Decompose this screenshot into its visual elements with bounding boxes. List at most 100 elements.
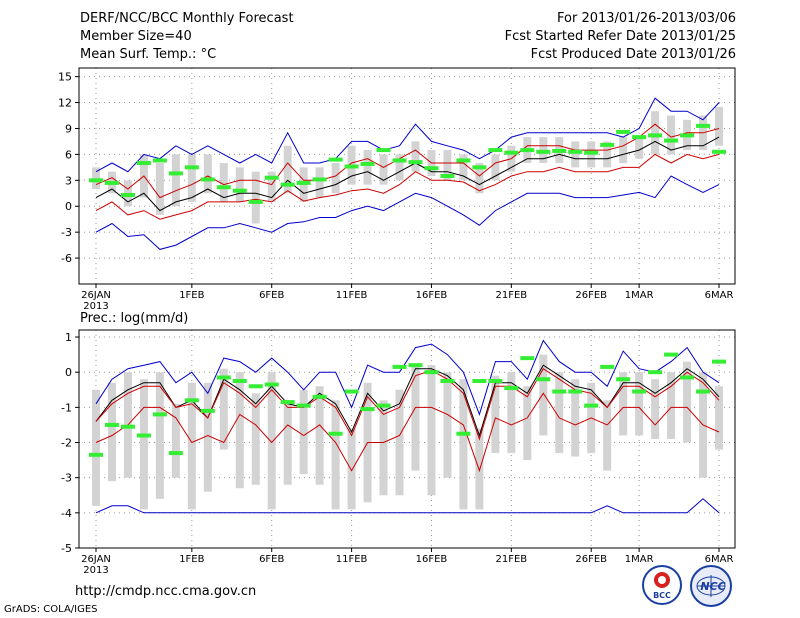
ensemble-box <box>555 372 564 454</box>
ensemble-box <box>459 379 468 510</box>
y-tick-label: 1 <box>65 331 72 344</box>
observed-mark <box>216 185 231 190</box>
observed-mark <box>440 174 455 178</box>
observed-mark <box>648 133 663 138</box>
observed-mark <box>168 451 183 456</box>
ensemble-box <box>331 163 340 194</box>
observed-mark <box>696 123 711 128</box>
ensemble-box <box>379 154 388 185</box>
x-tick-label: 26JAN <box>81 554 111 565</box>
x-tick-label: 1FEB <box>179 554 204 565</box>
observed-mark <box>536 149 551 154</box>
ensemble-box <box>219 163 228 202</box>
ensemble-box <box>395 389 404 496</box>
ensemble-box <box>235 372 244 489</box>
ensemble-box <box>267 171 276 202</box>
observed-mark <box>264 175 279 180</box>
observed-mark <box>89 452 103 457</box>
x-tick-label: 11FEB <box>336 290 368 301</box>
x-tick-label: 16FEB <box>416 290 448 301</box>
observed-mark <box>136 433 151 438</box>
ensemble-box <box>603 141 612 168</box>
ensemble-box <box>219 368 228 450</box>
x-tick-label: 26JAN <box>81 290 111 301</box>
y-tick-label: -5 <box>61 542 72 555</box>
header-variable: Mean Surf. Temp.: °C <box>80 47 217 62</box>
observed-mark <box>664 352 679 357</box>
ensemble-box <box>651 111 660 155</box>
observed-mark <box>600 364 615 369</box>
ensemble-box <box>283 400 292 485</box>
ensemble-box <box>267 372 276 510</box>
ensemble-box <box>155 372 164 499</box>
ensemble-box <box>379 400 388 496</box>
x-tick-sublabel: 2013 <box>83 565 108 576</box>
y-tick-label: -3 <box>61 472 72 485</box>
observed-mark <box>584 150 599 155</box>
observed-mark <box>232 378 247 383</box>
precip-panel-title: Prec.: log(mm/d) <box>80 311 189 326</box>
observed-mark <box>248 199 263 204</box>
ensemble-box <box>475 163 484 194</box>
ensemble-box <box>203 382 212 492</box>
y-tick-label: -3 <box>61 226 72 239</box>
series-mean <box>95 136 720 212</box>
observed-mark <box>360 161 375 166</box>
observed-mark <box>456 158 471 163</box>
observed-mark <box>712 149 726 154</box>
observed-mark <box>520 148 535 153</box>
observed-mark <box>456 431 471 436</box>
observed-mark <box>184 165 199 170</box>
ensemble-box <box>139 379 148 510</box>
x-tick-label: 11FEB <box>336 554 368 565</box>
plot-frame-1 <box>78 329 736 549</box>
observed-mark <box>136 161 151 166</box>
series-lower_band <box>95 392 720 473</box>
observed-mark <box>584 403 599 408</box>
header-period: For 2013/01/26-2013/03/06 <box>557 11 736 26</box>
ensemble-box <box>571 379 580 457</box>
ensemble-box <box>92 389 100 506</box>
ensemble-box <box>523 386 532 461</box>
x-tick-label: 6FEB <box>259 554 284 565</box>
ensemble-box <box>427 365 436 496</box>
ensemble-box <box>363 150 372 185</box>
series-upper_band <box>95 123 720 199</box>
logos: BCC NCC <box>642 565 732 607</box>
observed-mark <box>648 370 663 375</box>
observed-marks-0 <box>89 123 726 204</box>
observed-mark <box>168 171 183 176</box>
observed-mark <box>152 412 167 417</box>
observed-mark <box>232 188 247 193</box>
ensemble-box <box>443 372 452 478</box>
y-tick-label: -1 <box>61 401 72 414</box>
footer-credit: GrADS: COLA/IGES <box>4 604 98 615</box>
y-tick-label: -6 <box>61 252 72 265</box>
observed-mark <box>440 378 455 383</box>
ensemble-box <box>299 389 308 475</box>
observed-mark <box>360 407 375 412</box>
observed-mark <box>200 177 215 182</box>
x-tick-label: 26FEB <box>575 290 607 301</box>
header-member-size: Member Size=40 <box>80 29 192 44</box>
ensemble-box <box>651 379 660 439</box>
y-tick-label: 15 <box>58 71 72 84</box>
x-tick-label: 6FEB <box>259 290 284 301</box>
ncc-logo: NCC <box>690 565 732 607</box>
observed-mark <box>600 142 615 147</box>
ensemble-box <box>635 137 644 159</box>
series-min <box>95 97 720 173</box>
observed-mark <box>296 180 311 185</box>
observed-marks-1 <box>89 352 726 457</box>
y-axis-1: 1 0 -1 -2 -3 -4 -5 <box>61 331 79 555</box>
ensemble-box <box>315 167 324 198</box>
observed-mark <box>552 389 567 394</box>
ensemble-box <box>619 137 628 164</box>
observed-mark <box>264 382 279 387</box>
observed-mark <box>104 422 119 427</box>
observed-mark <box>376 148 391 153</box>
